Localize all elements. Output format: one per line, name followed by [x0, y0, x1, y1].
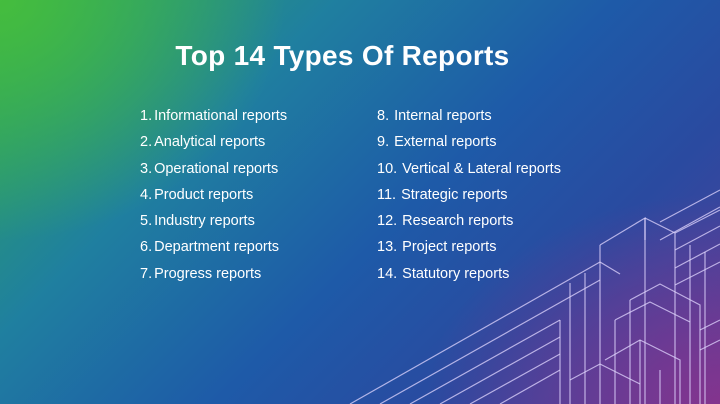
- item-number: 4.: [140, 186, 153, 203]
- item-label: Operational reports: [154, 160, 279, 177]
- item-number: 9.: [377, 134, 390, 151]
- item-number: 10.: [377, 160, 398, 177]
- item-number: 6.: [140, 239, 153, 256]
- item-number: 7.: [140, 265, 153, 282]
- item-label: Progress reports: [154, 265, 262, 282]
- item-label: Industry reports: [154, 213, 255, 230]
- list-item: 3. Operational reports: [140, 159, 287, 185]
- list-item: 1. Informational reports: [140, 106, 287, 132]
- item-label: Informational reports: [154, 108, 288, 124]
- item-label: Vertical & Lateral reports: [402, 160, 561, 177]
- item-label: Statutory reports: [402, 265, 510, 282]
- list-item: 9. External reports: [377, 132, 561, 158]
- list-item: 12. Research reports: [377, 211, 561, 237]
- item-label: Strategic reports: [401, 186, 508, 203]
- list-item: 10. Vertical & Lateral reports: [377, 159, 561, 185]
- list-item: 8. Internal reports: [377, 106, 561, 132]
- list-item: 2. Analytical reports: [140, 132, 287, 158]
- item-label: Department reports: [154, 239, 280, 256]
- item-number: 12.: [377, 213, 398, 230]
- list-item: 14. Statutory reports: [377, 264, 561, 290]
- page-title: Top 14 Types Of Reports: [175, 40, 510, 71]
- item-label: External reports: [394, 134, 497, 151]
- item-label: Research reports: [402, 213, 514, 230]
- item-number: 5.: [140, 213, 153, 230]
- item-number: 2.: [140, 134, 153, 151]
- list-item: 7. Progress reports: [140, 264, 287, 290]
- list-item: 6. Department reports: [140, 237, 287, 263]
- diagonal-lines: [349, 189, 720, 404]
- list-item: 11. Strategic reports: [377, 185, 561, 211]
- item-number: 13.: [377, 239, 398, 256]
- list-item: 13. Project reports: [377, 237, 561, 263]
- item-number: 14.: [377, 265, 398, 282]
- item-label: Project reports: [402, 239, 497, 256]
- list-item: 4. Product reports: [140, 185, 287, 211]
- item-number: 1.: [140, 108, 153, 124]
- item-number: 11.: [377, 186, 397, 203]
- item-number: 8.: [377, 108, 390, 124]
- item-label: Product reports: [154, 186, 254, 203]
- list-item: 5. Industry reports: [140, 211, 287, 237]
- report-list-right: 8. Internal reports 9. External reports 10…: [377, 106, 561, 290]
- item-label: Analytical reports: [154, 134, 266, 151]
- report-list-left: 1. Informational reports 2. Analytical rep…: [140, 106, 287, 290]
- item-label: Internal reports: [394, 108, 492, 124]
- item-number: 3.: [140, 160, 153, 177]
